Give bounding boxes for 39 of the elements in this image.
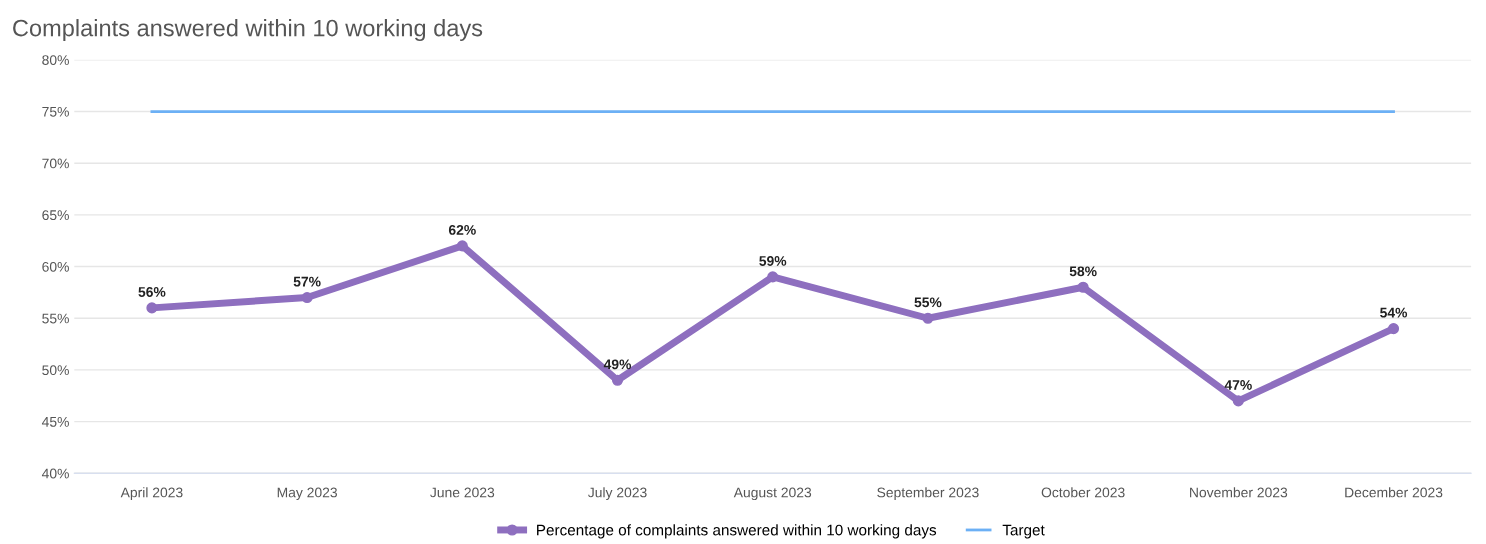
y-tick-label: 60% (42, 261, 69, 272)
y-tick-label: 55% (42, 313, 69, 324)
x-tick-label: July 2023 (588, 487, 647, 501)
point (1077, 281, 1089, 293)
data-label: 59% (759, 256, 787, 266)
data-label: 62% (448, 225, 476, 235)
y-tick-label: 70% (42, 158, 69, 169)
x-tick-label: September 2023 (877, 487, 979, 501)
y-tick-label: 65% (42, 210, 69, 221)
x-tick-label: December 2023 (1345, 487, 1443, 498)
chart-title: Complaints answered within 10 working days (13, 19, 483, 42)
y-tick-label: 40% (41, 468, 69, 479)
data-label: 54% (1380, 307, 1408, 318)
data-label: 47% (1224, 380, 1252, 390)
y-tick-label: 50% (42, 365, 69, 376)
data-label: 57% (293, 276, 321, 287)
legend-label: Percentage of complaints answered within 10 working days (537, 524, 937, 539)
point (146, 302, 158, 314)
point (767, 271, 779, 283)
data-label: 49% (603, 359, 632, 370)
x-tick-label: November 2023 (1190, 487, 1288, 498)
x-tick-label: August 2023 (733, 487, 812, 501)
point (1232, 395, 1244, 407)
y-tick-label: 75% (42, 106, 69, 117)
point (922, 312, 934, 324)
y-tick-label: 45% (41, 416, 69, 427)
data-label: 58% (1069, 266, 1097, 277)
x-tick-label: June 2023 (430, 487, 495, 498)
data-label: 56% (138, 287, 166, 297)
data-label: 55% (914, 297, 942, 308)
x-tick-label: April 2023 (120, 487, 183, 501)
legend-label: Target (1002, 524, 1045, 539)
point (301, 292, 313, 304)
x-tick-label: October 2023 (1041, 487, 1125, 498)
x-tick-label: May 2023 (277, 487, 337, 501)
y-tick-label: 80% (42, 55, 69, 66)
point (456, 240, 468, 252)
point (611, 374, 624, 386)
point (1387, 323, 1400, 335)
